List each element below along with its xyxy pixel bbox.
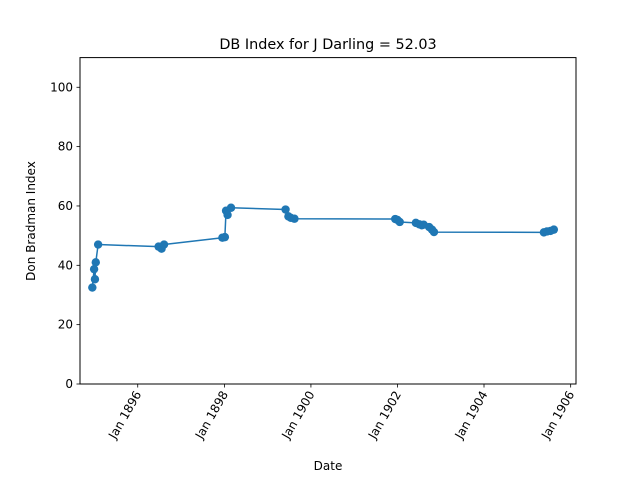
y-tick-label: 80 xyxy=(58,140,73,154)
data-point xyxy=(159,240,169,249)
plot-area xyxy=(88,203,559,292)
y-tick-label: 60 xyxy=(58,199,73,213)
y-tick-label: 0 xyxy=(65,377,73,391)
data-point xyxy=(549,225,559,234)
plot-frame xyxy=(79,57,577,385)
data-point xyxy=(290,214,299,223)
y-tick-label: 100 xyxy=(50,80,73,94)
data-point xyxy=(93,240,103,249)
y-tick-label: 40 xyxy=(58,258,73,272)
data-point xyxy=(89,264,99,274)
x-axis-label: Date xyxy=(314,459,343,473)
data-point xyxy=(281,205,290,214)
data-point xyxy=(220,232,230,242)
y-axis-label: Don Bradman Index xyxy=(24,161,38,281)
data-point xyxy=(395,217,404,227)
chart-title: DB Index for J Darling = 52.03 xyxy=(219,37,436,53)
y-tick-label: 20 xyxy=(58,318,73,332)
data-point xyxy=(91,258,100,267)
data-point xyxy=(429,227,439,237)
data-point xyxy=(90,275,100,284)
data-point xyxy=(226,203,236,212)
data-point xyxy=(223,210,232,220)
data-point xyxy=(88,283,97,292)
